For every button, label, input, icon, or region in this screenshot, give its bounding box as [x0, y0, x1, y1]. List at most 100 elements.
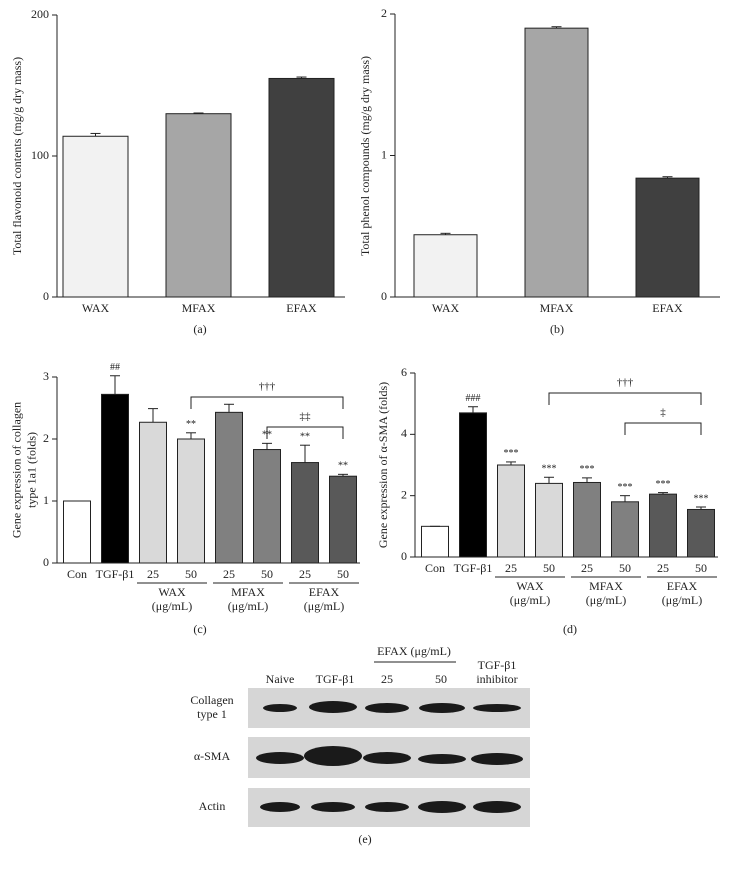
y-tick-label: 1: [381, 147, 387, 161]
x-tick-label: 50: [695, 561, 707, 575]
significance-label: **: [186, 419, 196, 430]
bar: [253, 449, 281, 564]
band: [365, 703, 409, 713]
band: [363, 752, 411, 764]
x-tick-label: 50: [619, 561, 631, 575]
x-tick-label: 50: [543, 561, 555, 575]
western-blot: EFAX (μg/mL) (e): [248, 644, 530, 846]
caption: (e): [358, 832, 371, 846]
bar: [101, 393, 129, 564]
bar: [268, 77, 335, 298]
x-tick-label: 50: [185, 567, 197, 581]
bar: [165, 113, 232, 298]
bar: [687, 508, 715, 558]
group-label: MFAX: [231, 585, 265, 599]
y-tick-label: 100: [31, 148, 49, 162]
band: [471, 753, 523, 765]
row-label: Actin: [199, 799, 226, 813]
caption: (b): [550, 322, 564, 336]
group-unit: (μg/mL): [304, 599, 344, 613]
x-tick-label: WAX: [432, 301, 460, 315]
band: [309, 701, 357, 713]
lane-label: TGF-β1: [478, 658, 517, 672]
group-label: WAX: [516, 579, 544, 593]
y-tick-label: 3: [43, 369, 49, 383]
band: [365, 802, 409, 812]
group-label: MFAX: [589, 579, 623, 593]
group-label: WAX: [158, 585, 186, 599]
bar: [177, 438, 205, 564]
significance-label: ##: [110, 362, 120, 373]
significance-label: **: [300, 431, 310, 442]
band: [256, 752, 304, 764]
significance-label: ***: [618, 482, 633, 493]
x-tick-label: WAX: [82, 301, 110, 315]
bracket-label: †††: [617, 377, 634, 389]
x-tick-label: 25: [299, 567, 311, 581]
band: [418, 754, 466, 764]
lane-label: 25: [381, 672, 393, 686]
group-unit: (μg/mL): [510, 593, 550, 607]
band: [263, 704, 297, 712]
significance-label: ###: [466, 393, 481, 404]
y-tick-label: 6: [401, 365, 407, 379]
x-tick-label: 25: [147, 567, 159, 581]
group-unit: (μg/mL): [228, 599, 268, 613]
bar: [421, 525, 449, 558]
y-tick-label: 2: [43, 431, 49, 445]
y-tick-label: 0: [43, 555, 49, 569]
y-axis-label: Gene expression of α-SMA (folds): [376, 382, 390, 548]
bracket-label: †††: [259, 381, 276, 393]
bar: [649, 493, 677, 558]
x-tick-label: EFAX: [286, 301, 317, 315]
blot-header: EFAX (μg/mL): [377, 644, 451, 658]
x-tick-label: 50: [261, 567, 273, 581]
bar: [63, 500, 91, 564]
bar: [215, 411, 243, 564]
band: [418, 801, 466, 813]
y-axis-label: type 1a1 (folds): [24, 432, 38, 508]
x-tick-label: TGF-β1: [454, 561, 493, 575]
bar: [62, 135, 129, 298]
y-tick-label: 4: [401, 426, 407, 440]
bar: [535, 482, 563, 558]
bar: [459, 412, 487, 558]
group-unit: (μg/mL): [152, 599, 192, 613]
x-tick-label: 25: [581, 561, 593, 575]
y-tick-label: 0: [43, 289, 49, 303]
y-tick-label: 1: [43, 493, 49, 507]
bar: [413, 234, 478, 298]
lane-label: 50: [435, 672, 447, 686]
lane-label: inhibitor: [476, 672, 517, 686]
band: [311, 802, 355, 812]
significance-label: **: [338, 461, 348, 472]
band: [473, 704, 521, 712]
x-tick-label: 25: [657, 561, 669, 575]
x-tick-label: MFAX: [182, 301, 216, 315]
band: [473, 801, 521, 813]
bar: [291, 462, 319, 564]
row-label: α-SMA: [194, 749, 231, 763]
x-tick-label: EFAX: [652, 301, 683, 315]
y-axis-label: Total phenol compounds (mg/g dry mass): [358, 56, 372, 256]
x-tick-label: 25: [505, 561, 517, 575]
bracket-label: ‡: [660, 407, 666, 419]
significance-label: ***: [656, 479, 671, 490]
bar: [524, 27, 589, 298]
x-tick-label: TGF-β1: [96, 567, 135, 581]
bracket: [190, 396, 344, 409]
caption: (c): [193, 622, 206, 636]
bracket: [548, 392, 702, 405]
band: [419, 703, 465, 713]
lane-label: TGF-β1: [316, 672, 355, 686]
y-tick-label: 2: [401, 487, 407, 501]
bar: [497, 464, 525, 558]
x-tick-label: 50: [337, 567, 349, 581]
row-label: Collagen: [190, 693, 233, 707]
band: [304, 746, 362, 766]
group-label: EFAX: [667, 579, 698, 593]
x-tick-label: MFAX: [540, 301, 574, 315]
y-tick-label: 200: [31, 7, 49, 21]
